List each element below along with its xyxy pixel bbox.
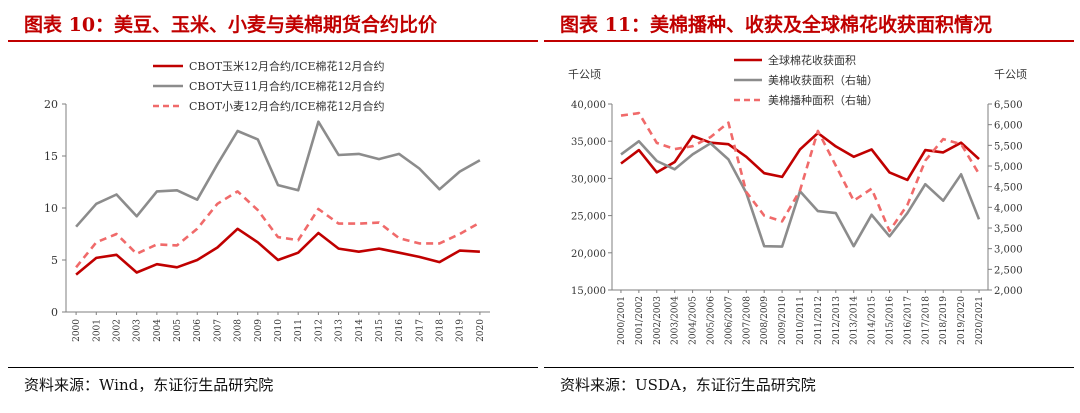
x-tick-label: 2019/2020	[957, 296, 967, 345]
x-tick-label: 2016/2017	[903, 296, 913, 345]
x-tick-label: 2008/2009	[760, 296, 770, 345]
left-y-tick-label: 40,000	[571, 100, 606, 111]
x-tick-label: 2003/2004	[671, 296, 681, 345]
left-y-tick-label: 35,000	[571, 137, 606, 148]
x-tick-label: 2018/2019	[939, 296, 949, 345]
x-tick-label: 2016	[395, 319, 405, 342]
x-tick-label: 2007/2008	[742, 296, 752, 345]
y-tick-label: 0	[51, 306, 58, 319]
x-tick-label: 2013	[335, 319, 345, 342]
x-tick-label: 2010/2011	[796, 296, 806, 345]
right-y-tick-label: 3,000	[994, 245, 1023, 256]
x-tick-label: 2006/2007	[724, 296, 734, 345]
x-tick-label: 2002	[112, 319, 122, 342]
x-tick-label: 2000/2001	[617, 296, 627, 345]
x-tick-label: 2000	[72, 319, 82, 342]
figure-11-source: 资料来源：USDA，东证衍生品研究院	[560, 376, 816, 394]
figure-11-title-rule	[544, 40, 1074, 42]
figure-10-panel: 图表 10：美豆、玉米、小麦与美棉期货合约比价 0 5 10 15 20 2000 2001…	[8, 0, 538, 413]
x-tick-label: 2014	[355, 319, 365, 342]
right-y-tick-label: 3,500	[994, 224, 1023, 235]
series-line-1	[620, 131, 980, 182]
x-tick-label: 2013/2014	[850, 296, 860, 345]
x-tick-label: 2007	[213, 319, 223, 342]
left-axis-unit: 千公顷	[568, 68, 601, 81]
left-y-tick-label: 30,000	[571, 174, 606, 185]
series-line-1	[75, 227, 480, 276]
right-y-tick-label: 5,000	[994, 162, 1023, 173]
y-tick-label: 10	[44, 202, 58, 215]
x-tick-label: 2009	[254, 319, 264, 342]
y-tick-label: 20	[44, 98, 58, 111]
left-y-tick-label: 20,000	[571, 249, 606, 260]
left-y-tick-label: 15,000	[571, 286, 606, 297]
x-tick-label: 2003	[133, 319, 143, 342]
figure-11-bottom-rule	[544, 367, 1074, 368]
right-y-tick-label: 5,500	[994, 141, 1023, 152]
x-tick-label: 2014/2015	[868, 296, 878, 345]
figure-10-source: 资料来源：Wind，东证衍生品研究院	[24, 376, 274, 394]
x-tick-label: 2004	[153, 319, 163, 342]
y-tick-label: 5	[51, 254, 58, 267]
x-tick-label: 2020	[476, 319, 486, 342]
x-tick-label: 2012	[314, 319, 324, 342]
left-y-tick-label: 25,000	[571, 212, 606, 223]
x-tick-label: 2004/2005	[689, 296, 699, 345]
figure-11-title: 图表 11：美棉播种、收获及全球棉花收获面积情况	[560, 14, 993, 36]
x-tick-label: 2020/2021	[975, 296, 985, 345]
figure-11-line-chart: 千公顷 千公顷 15,000 20,000 25,000 30,000 35,000 40,0…	[568, 53, 1027, 345]
x-tick-label: 2017	[415, 319, 425, 342]
y-tick-label: 15	[44, 150, 58, 163]
x-tick-label: 2005	[173, 319, 183, 342]
right-axis-unit: 千公顷	[994, 68, 1027, 81]
right-y-tick-label: 4,000	[994, 203, 1023, 214]
legend-label: 美棉播种面积（右轴）	[768, 93, 878, 107]
legend-label: CBOT小麦12月合约/ICE棉花12月合约	[189, 99, 385, 113]
legend-label: CBOT大豆11月合约/ICE棉花12月合约	[189, 79, 385, 93]
x-tick-label: 2017/2018	[921, 296, 931, 345]
x-tick-label: 2005/2006	[706, 296, 716, 345]
series-line-3	[75, 190, 481, 269]
x-tick-label: 2019	[456, 319, 466, 342]
x-tick-label: 2011/2012	[814, 296, 824, 345]
x-tick-label: 2012/2013	[832, 296, 842, 345]
figure-10-title-rule	[8, 40, 538, 42]
right-y-tick-label: 6,500	[994, 100, 1023, 111]
x-tick-label: 2015	[375, 319, 385, 342]
series-line-2	[620, 139, 981, 248]
x-tick-label: 2008	[234, 319, 244, 342]
x-tick-label: 2009/2010	[778, 296, 788, 345]
right-y-tick-label: 4,500	[994, 183, 1023, 194]
x-tick-label: 2001	[92, 319, 102, 342]
right-y-tick-label: 6,000	[994, 121, 1023, 132]
x-tick-label: 2006	[193, 319, 203, 342]
right-y-tick-label: 2,000	[994, 286, 1023, 297]
series-line-3	[620, 111, 981, 233]
figure-10-title: 图表 10：美豆、玉米、小麦与美棉期货合约比价	[24, 14, 438, 36]
legend-label: CBOT玉米12月合约/ICE棉花12月合约	[189, 59, 385, 73]
x-tick-label: 2015/2016	[886, 296, 896, 345]
series-line-2	[75, 120, 481, 228]
x-tick-label: 2010	[274, 319, 284, 342]
legend-label: 美棉收获面积（右轴）	[768, 73, 878, 87]
figure-10-bottom-rule	[8, 367, 538, 368]
figure-11-panel: 图表 11：美棉播种、收获及全球棉花收获面积情况 千公顷 千公顷 15,000 20,…	[544, 0, 1074, 413]
figure-10-line-chart: 0 5 10 15 20 2000 2001 2002 2003 2004 2005 2006 2007…	[44, 59, 490, 342]
right-y-tick-label: 2,500	[994, 265, 1023, 276]
x-tick-label: 2001/2002	[635, 296, 645, 345]
legend-label: 全球棉花收获面积	[768, 53, 856, 67]
x-tick-label: 2018	[436, 319, 446, 342]
x-tick-label: 2002/2003	[653, 296, 663, 345]
x-tick-label: 2011	[294, 319, 304, 342]
